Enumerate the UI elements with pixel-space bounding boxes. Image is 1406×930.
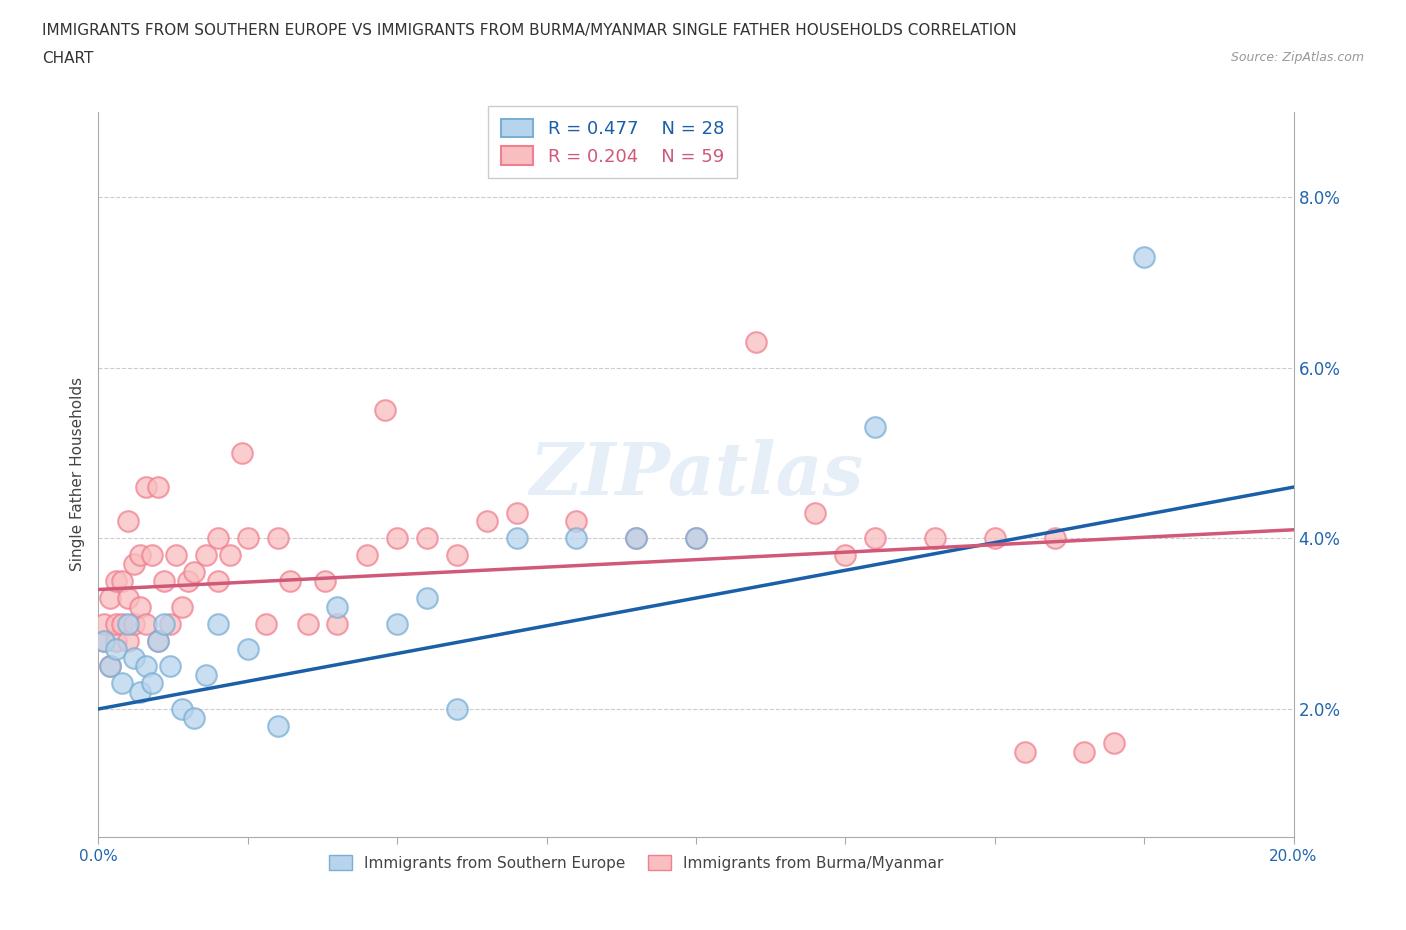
Point — [148, 633, 170, 648]
Legend: Immigrants from Southern Europe, Immigrants from Burma/Myanmar: Immigrants from Southern Europe, Immigra… — [319, 846, 953, 880]
Point — [326, 599, 349, 614]
Point — [105, 617, 128, 631]
Point — [207, 574, 229, 589]
Point — [626, 531, 648, 546]
Point — [93, 633, 115, 648]
Point — [159, 617, 181, 631]
Point — [446, 701, 468, 716]
Point — [446, 548, 468, 563]
Point — [356, 548, 378, 563]
Point — [267, 719, 290, 734]
Point — [236, 642, 259, 657]
Point — [141, 676, 163, 691]
Point — [111, 676, 134, 691]
Point — [416, 591, 439, 605]
Point — [98, 658, 122, 673]
Point — [183, 565, 205, 580]
Point — [385, 617, 409, 631]
Point — [141, 548, 163, 563]
Point — [124, 556, 146, 571]
Text: ZIPatlas: ZIPatlas — [529, 439, 863, 510]
Point — [207, 531, 229, 546]
Point — [374, 403, 396, 418]
Point — [172, 701, 194, 716]
Point — [195, 548, 218, 563]
Point — [506, 531, 529, 546]
Point — [129, 599, 152, 614]
Point — [834, 548, 856, 563]
Point — [148, 480, 170, 495]
Point — [506, 505, 529, 520]
Point — [804, 505, 827, 520]
Point — [172, 599, 194, 614]
Point — [297, 617, 319, 631]
Point — [254, 617, 277, 631]
Point — [153, 617, 176, 631]
Point — [685, 531, 707, 546]
Point — [98, 658, 122, 673]
Point — [93, 617, 115, 631]
Point — [865, 531, 887, 546]
Point — [117, 633, 139, 648]
Point — [1073, 744, 1095, 759]
Point — [105, 633, 128, 648]
Point — [865, 420, 887, 435]
Point — [117, 617, 139, 631]
Point — [93, 633, 115, 648]
Point — [1043, 531, 1066, 546]
Point — [124, 617, 146, 631]
Point — [153, 574, 176, 589]
Point — [135, 658, 157, 673]
Point — [98, 591, 122, 605]
Point — [626, 531, 648, 546]
Point — [984, 531, 1007, 546]
Text: Source: ZipAtlas.com: Source: ZipAtlas.com — [1230, 51, 1364, 64]
Point — [745, 335, 768, 350]
Point — [105, 574, 128, 589]
Point — [565, 513, 588, 528]
Point — [1133, 249, 1156, 264]
Text: IMMIGRANTS FROM SOUTHERN EUROPE VS IMMIGRANTS FROM BURMA/MYANMAR SINGLE FATHER H: IMMIGRANTS FROM SOUTHERN EUROPE VS IMMIG… — [42, 23, 1017, 38]
Point — [219, 548, 242, 563]
Point — [148, 633, 170, 648]
Point — [111, 574, 134, 589]
Point — [565, 531, 588, 546]
Point — [1014, 744, 1036, 759]
Point — [165, 548, 187, 563]
Point — [177, 574, 200, 589]
Y-axis label: Single Father Households: Single Father Households — [69, 378, 84, 571]
Point — [135, 617, 157, 631]
Point — [195, 668, 218, 683]
Point — [135, 480, 157, 495]
Point — [105, 642, 128, 657]
Point — [416, 531, 439, 546]
Point — [326, 617, 349, 631]
Point — [278, 574, 301, 589]
Point — [183, 711, 205, 725]
Point — [231, 445, 253, 460]
Point — [385, 531, 409, 546]
Point — [124, 650, 146, 665]
Point — [267, 531, 290, 546]
Point — [129, 548, 152, 563]
Point — [207, 617, 229, 631]
Point — [117, 591, 139, 605]
Point — [315, 574, 337, 589]
Point — [236, 531, 259, 546]
Point — [111, 617, 134, 631]
Text: CHART: CHART — [42, 51, 94, 66]
Point — [1104, 736, 1126, 751]
Point — [129, 684, 152, 699]
Point — [117, 513, 139, 528]
Point — [159, 658, 181, 673]
Point — [475, 513, 498, 528]
Point — [685, 531, 707, 546]
Point — [924, 531, 946, 546]
